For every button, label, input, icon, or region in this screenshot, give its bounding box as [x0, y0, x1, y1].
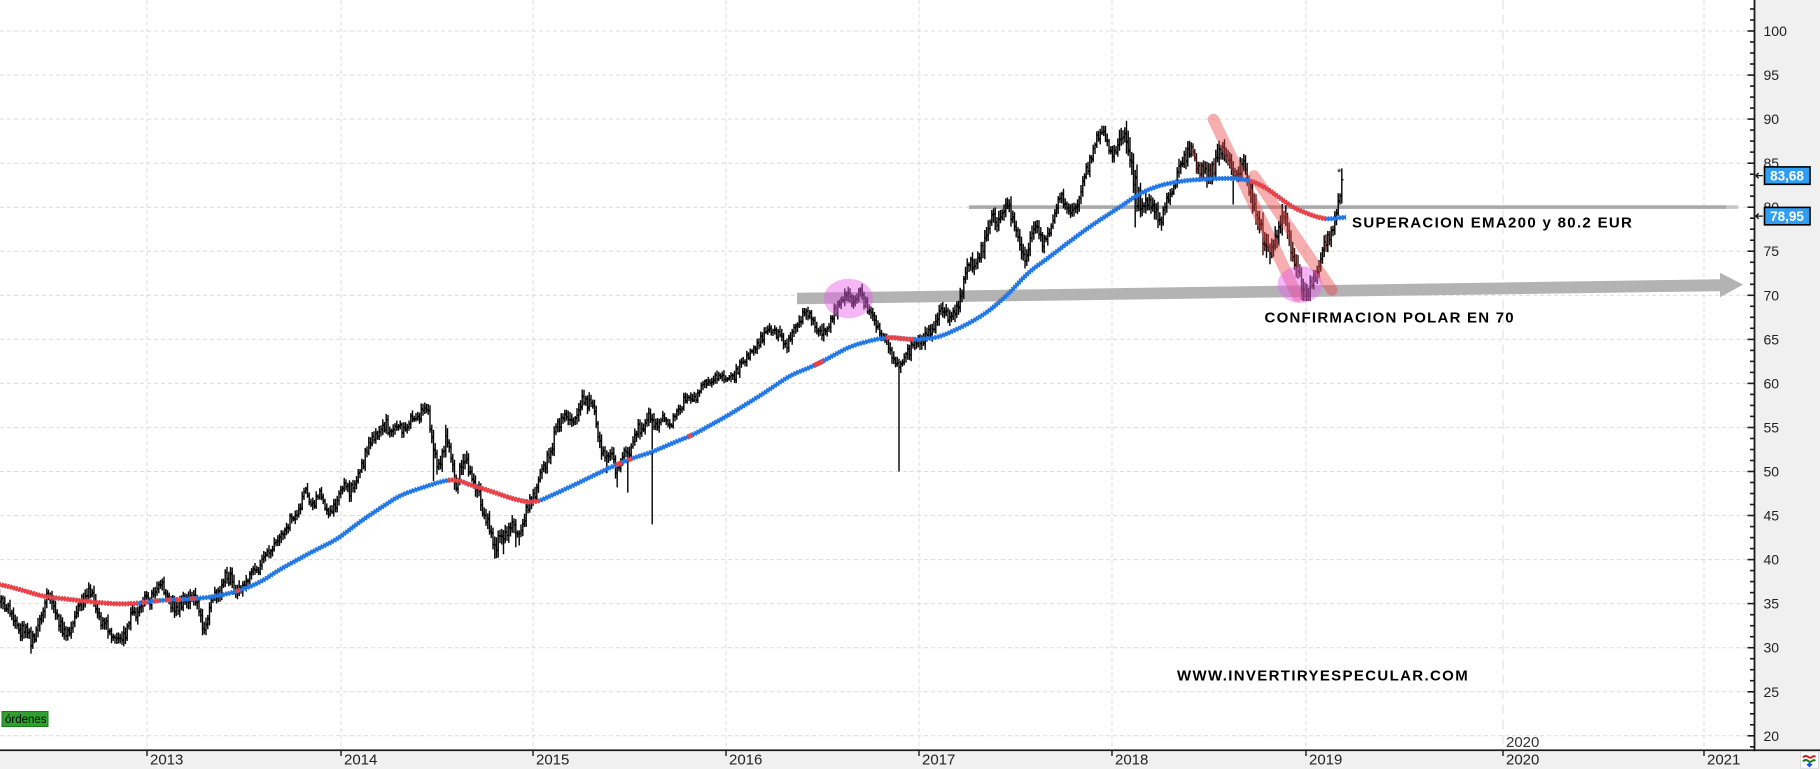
- svg-text:50: 50: [1764, 464, 1780, 480]
- svg-text:2014: 2014: [344, 752, 377, 769]
- svg-text:60: 60: [1764, 375, 1780, 391]
- svg-text:83,68: 83,68: [1770, 168, 1804, 183]
- svg-text:2019: 2019: [1309, 752, 1342, 769]
- svg-text:70: 70: [1764, 287, 1780, 303]
- svg-text:2016: 2016: [729, 752, 762, 769]
- svg-text:*: *: [1337, 167, 1342, 179]
- svg-text:órdenes: órdenes: [5, 714, 47, 726]
- svg-text:100: 100: [1764, 23, 1788, 39]
- svg-text:2015: 2015: [536, 752, 569, 769]
- svg-text:30: 30: [1764, 640, 1780, 656]
- svg-text:2013: 2013: [150, 752, 183, 769]
- svg-text:25: 25: [1764, 684, 1780, 700]
- svg-text:35: 35: [1764, 596, 1780, 612]
- svg-text:SUPERACION EMA200 y 80.2 EUR: SUPERACION EMA200 y 80.2 EUR: [1352, 215, 1633, 232]
- svg-text:78,95: 78,95: [1770, 209, 1804, 224]
- svg-text:2020: 2020: [1506, 752, 1539, 769]
- svg-text:55: 55: [1764, 420, 1780, 436]
- svg-text:CONFIRMACION POLAR EN 70: CONFIRMACION POLAR EN 70: [1265, 310, 1515, 327]
- svg-text:90: 90: [1764, 111, 1780, 127]
- svg-text:WWW.INVERTIRYESPECULAR.COM: WWW.INVERTIRYESPECULAR.COM: [1177, 668, 1469, 685]
- svg-text:75: 75: [1764, 243, 1780, 259]
- svg-text:65: 65: [1764, 331, 1780, 347]
- svg-text:20: 20: [1764, 728, 1780, 744]
- svg-text:45: 45: [1764, 508, 1780, 524]
- svg-text:95: 95: [1764, 67, 1780, 83]
- svg-text:2017: 2017: [922, 752, 955, 769]
- svg-text:40: 40: [1764, 552, 1780, 568]
- svg-text:2018: 2018: [1115, 752, 1148, 769]
- svg-text:2020: 2020: [1506, 734, 1539, 751]
- svg-text:2021: 2021: [1707, 752, 1740, 769]
